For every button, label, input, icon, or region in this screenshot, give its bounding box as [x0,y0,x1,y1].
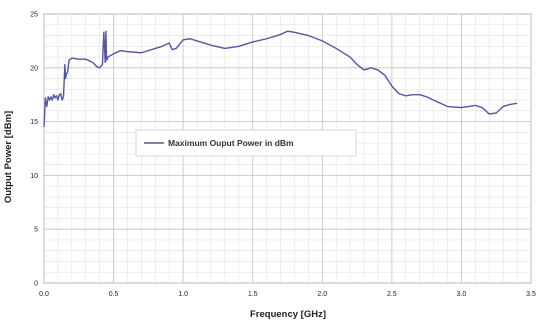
legend-label: Maximum Ouput Power in dBm [168,138,294,148]
major-grid [43,13,532,284]
series-line-max-output-power [43,30,518,128]
y-tick-label: 20 [30,65,38,72]
x-axis-title: Frequency [GHz] [250,309,326,320]
x-tick-label: 0.0 [39,291,49,298]
y-axis-ticks: 0 5 10 15 20 25 [30,12,38,288]
x-tick-label: 3.5 [526,291,536,298]
y-tick-label: 5 [34,227,38,234]
y-tick-label: 0 [34,281,38,288]
legend-box [135,129,357,157]
y-tick-label: 10 [30,173,38,180]
x-tick-label: 2.0 [317,291,327,298]
y-tick-label: 15 [30,119,38,126]
x-tick-label: 0.5 [109,291,119,298]
y-tick-label: 25 [30,12,38,19]
y-axis-title: Output Power [dBm] [3,111,14,203]
x-tick-label: 1.0 [178,291,188,298]
x-tick-label: 3.0 [457,291,467,298]
x-tick-label: 1.5 [248,291,258,298]
x-axis-ticks: 0.0 0.5 1.0 1.5 2.0 2.5 3.0 3.5 [39,291,536,298]
x-tick-label: 2.5 [387,291,397,298]
legend: Maximum Ouput Power in dBm [135,129,357,157]
